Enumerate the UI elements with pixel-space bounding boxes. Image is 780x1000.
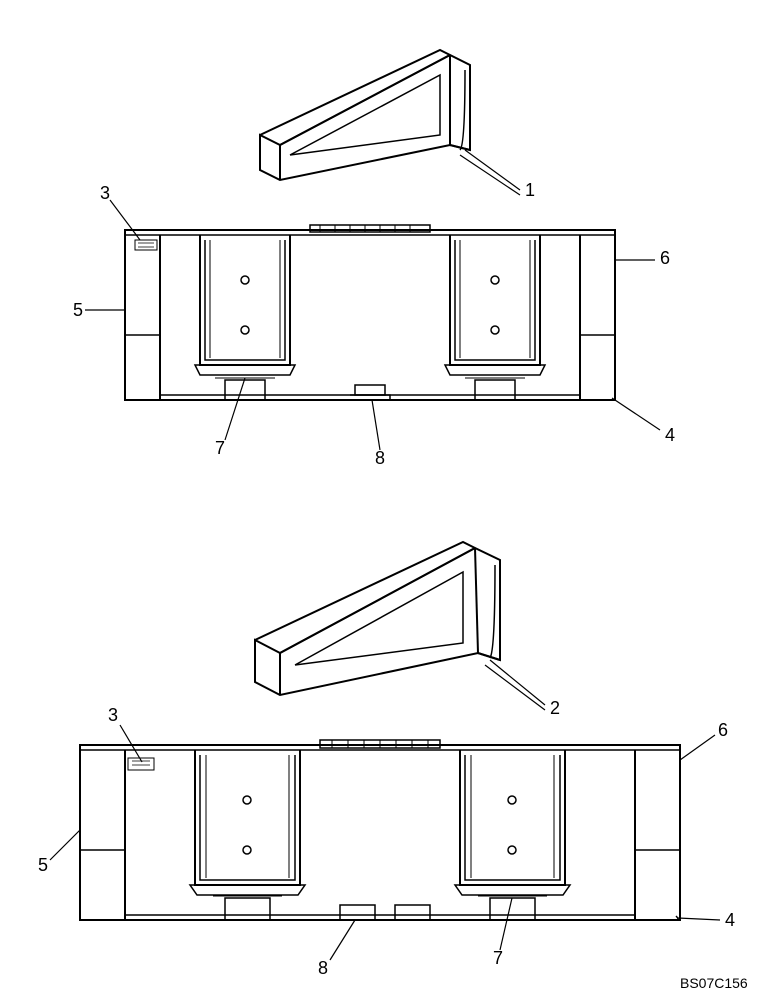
callout-8-top: 8 — [375, 448, 385, 469]
bottom-diagram — [0, 500, 780, 1000]
diagram-container: 1 3 5 6 4 7 8 — [0, 0, 780, 1000]
callout-5-bottom: 5 — [38, 855, 48, 876]
callout-6-top: 6 — [660, 248, 670, 269]
callout-4-bottom: 4 — [725, 910, 735, 931]
callout-1: 1 — [525, 180, 535, 201]
callout-3-bottom: 3 — [108, 705, 118, 726]
callout-2: 2 — [550, 698, 560, 719]
callout-4-top: 4 — [665, 425, 675, 446]
callout-5-top: 5 — [73, 300, 83, 321]
callout-8-bottom: 8 — [318, 958, 328, 979]
callout-3-top: 3 — [100, 183, 110, 204]
document-id: BS07C156 — [680, 975, 748, 991]
callout-7-bottom: 7 — [493, 948, 503, 969]
callout-6-bottom: 6 — [718, 720, 728, 741]
callout-7-top: 7 — [215, 438, 225, 459]
